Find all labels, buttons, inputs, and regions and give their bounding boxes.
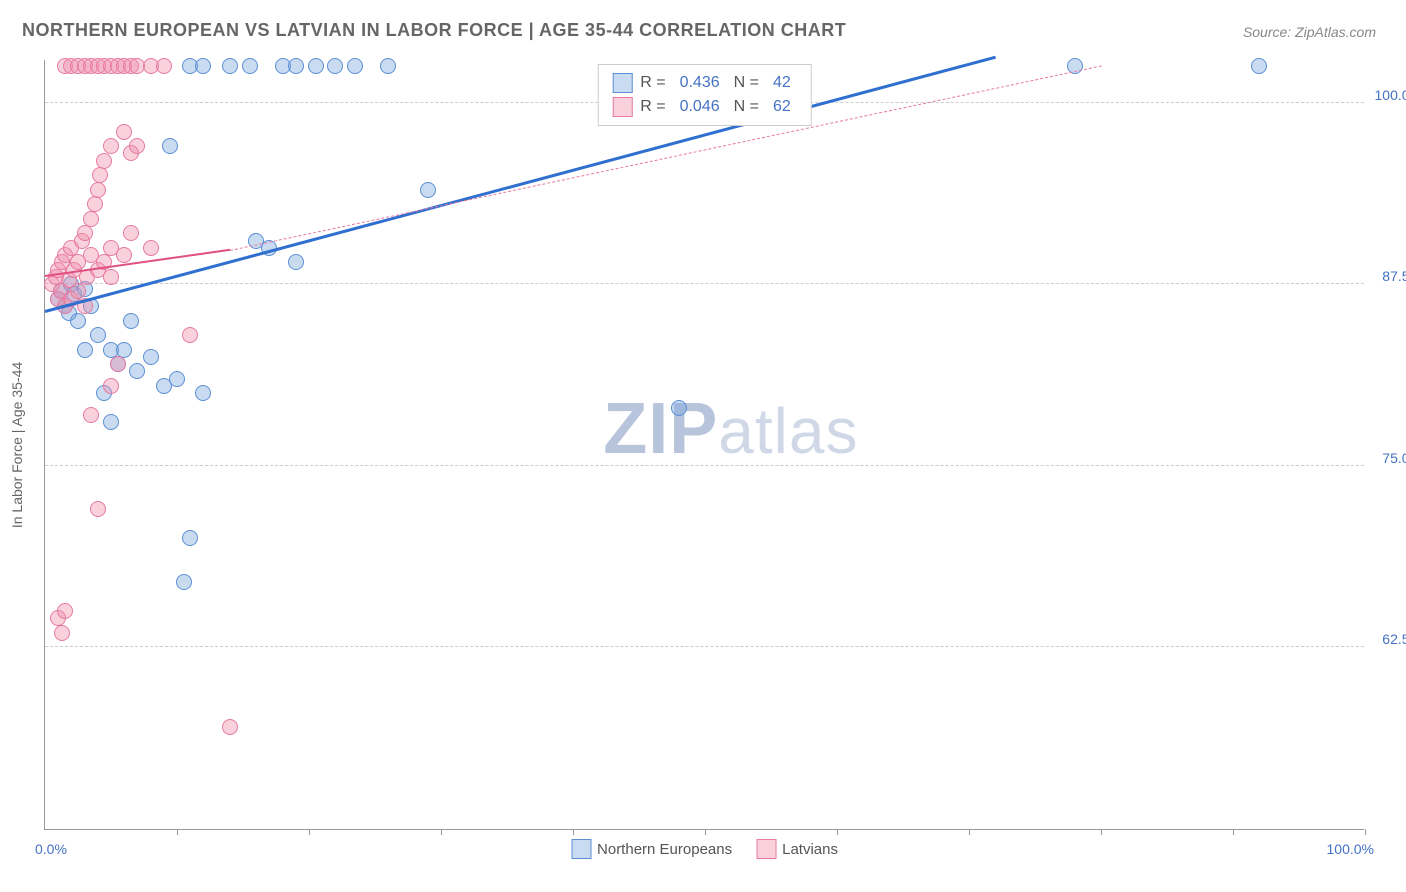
legend-R-label-2: R = — [640, 98, 665, 116]
scatter-point-series1 — [671, 400, 687, 416]
scatter-point-series2 — [103, 269, 119, 285]
scatter-point-series1 — [242, 58, 258, 74]
x-axis-label-min: 0.0% — [35, 841, 67, 857]
scatter-point-series1 — [222, 58, 238, 74]
y-tick-label: 75.0% — [1382, 450, 1406, 466]
scatter-point-series2 — [83, 407, 99, 423]
scatter-point-series2 — [116, 247, 132, 263]
y-axis-title: In Labor Force | Age 35-44 — [9, 361, 25, 527]
y-tick-label: 62.5% — [1382, 631, 1406, 647]
legend-swatch-1 — [612, 73, 632, 93]
scatter-point-series1 — [288, 254, 304, 270]
source-value: ZipAtlas.com — [1295, 24, 1376, 40]
legend-N-label-2: N = — [734, 98, 759, 116]
scatter-point-series2 — [90, 501, 106, 517]
gridline: 62.5% — [45, 646, 1364, 647]
legend-N-label: N = — [734, 74, 759, 92]
source: Source: ZipAtlas.com — [1243, 24, 1376, 40]
scatter-point-series2 — [110, 356, 126, 372]
x-tick — [177, 829, 178, 835]
scatter-point-series1 — [288, 58, 304, 74]
legend-swatch-2 — [612, 97, 632, 117]
legend-row-series1: R = 0.436 N = 42 — [612, 71, 797, 95]
scatter-point-series2 — [96, 153, 112, 169]
scatter-point-series2 — [87, 196, 103, 212]
x-tick — [309, 829, 310, 835]
x-tick — [441, 829, 442, 835]
legend-swatch-series2 — [756, 839, 776, 859]
legend-swatch-series1 — [571, 839, 591, 859]
watermark: ZIPatlas — [603, 388, 858, 470]
scatter-point-series1 — [77, 342, 93, 358]
scatter-point-series2 — [103, 138, 119, 154]
x-tick — [969, 829, 970, 835]
series-legend: Northern Europeans Latvians — [571, 839, 838, 859]
legend-R-label: R = — [640, 74, 665, 92]
scatter-point-series2 — [90, 182, 106, 198]
scatter-point-series1 — [195, 58, 211, 74]
scatter-point-series1 — [162, 138, 178, 154]
scatter-point-series2 — [123, 225, 139, 241]
scatter-point-series2 — [103, 378, 119, 394]
legend-R-value-1: 0.436 — [674, 74, 726, 92]
y-tick-label: 87.5% — [1382, 268, 1406, 284]
legend-N-value-2: 62 — [767, 98, 797, 116]
scatter-point-series1 — [103, 414, 119, 430]
legend-R-value-2: 0.046 — [674, 98, 726, 116]
scatter-point-series2 — [116, 124, 132, 140]
x-tick — [705, 829, 706, 835]
scatter-point-series2 — [54, 625, 70, 641]
scatter-point-series1 — [123, 313, 139, 329]
scatter-point-series1 — [90, 327, 106, 343]
scatter-point-series2 — [92, 167, 108, 183]
scatter-point-series1 — [308, 58, 324, 74]
legend-row-series2: R = 0.046 N = 62 — [612, 95, 797, 119]
scatter-point-series2 — [83, 211, 99, 227]
scatter-point-series1 — [420, 182, 436, 198]
scatter-point-series1 — [169, 371, 185, 387]
scatter-point-series1 — [143, 349, 159, 365]
legend-label-series1: Northern Europeans — [597, 841, 732, 858]
scatter-point-series1 — [182, 530, 198, 546]
chart-title: NORTHERN EUROPEAN VS LATVIAN IN LABOR FO… — [22, 20, 846, 41]
scatter-point-series1 — [1251, 58, 1267, 74]
source-label: Source: — [1243, 24, 1291, 40]
scatter-point-series1 — [129, 363, 145, 379]
scatter-point-series1 — [380, 58, 396, 74]
legend-item-1: Northern Europeans — [571, 839, 732, 859]
scatter-point-series2 — [77, 225, 93, 241]
scatter-point-series2 — [143, 240, 159, 256]
x-tick — [1365, 829, 1366, 835]
x-tick — [573, 829, 574, 835]
scatter-point-series2 — [222, 719, 238, 735]
scatter-point-series1 — [327, 58, 343, 74]
scatter-point-series1 — [176, 574, 192, 590]
scatter-point-series2 — [156, 58, 172, 74]
scatter-point-series2 — [57, 603, 73, 619]
x-tick — [1101, 829, 1102, 835]
scatter-point-series2 — [129, 138, 145, 154]
x-axis-label-max: 100.0% — [1327, 841, 1374, 857]
scatter-point-series1 — [195, 385, 211, 401]
x-tick — [1233, 829, 1234, 835]
scatter-point-series1 — [70, 313, 86, 329]
watermark-bold: ZIP — [603, 389, 718, 469]
gridline: 75.0% — [45, 465, 1364, 466]
correlation-legend: R = 0.436 N = 42 R = 0.046 N = 62 — [597, 64, 812, 126]
gridline: 87.5% — [45, 283, 1364, 284]
trendline — [45, 56, 996, 313]
x-tick — [837, 829, 838, 835]
scatter-point-series1 — [347, 58, 363, 74]
legend-item-2: Latvians — [756, 839, 838, 859]
legend-N-value-1: 42 — [767, 74, 797, 92]
watermark-rest: atlas — [718, 395, 858, 467]
legend-label-series2: Latvians — [782, 841, 838, 858]
y-tick-label: 100.0% — [1375, 87, 1406, 103]
chart-area: In Labor Force | Age 35-44 ZIPatlas 62.5… — [44, 60, 1364, 830]
scatter-point-series2 — [182, 327, 198, 343]
